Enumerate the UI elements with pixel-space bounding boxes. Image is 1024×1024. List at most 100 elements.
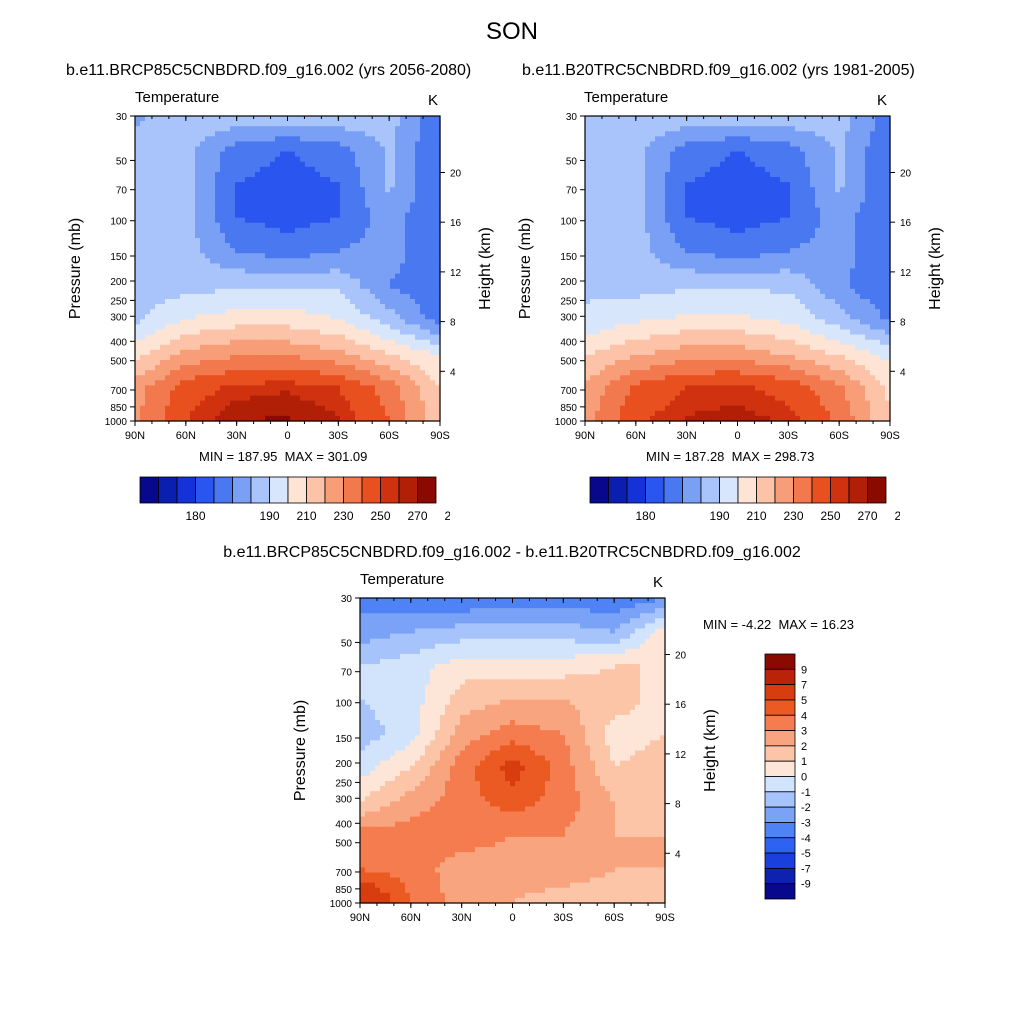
right-heatmap-cell	[615, 182, 621, 188]
right-heatmap-cell	[725, 171, 731, 178]
left-heatmap-cell	[275, 248, 281, 254]
left-heatmap-cell	[315, 192, 321, 198]
right-heatmap-cell	[635, 207, 641, 214]
left-heatmap-cell	[250, 278, 256, 285]
right-heatmap-cell	[760, 197, 766, 204]
left-heatmap-cell	[305, 182, 311, 188]
left-heatmap-cell	[220, 309, 226, 315]
left-heatmap-cell	[150, 121, 156, 127]
left-heatmap-cell	[385, 171, 391, 178]
left-heatmap-cell	[235, 299, 241, 305]
left-heatmap-cell	[375, 304, 381, 310]
right-heatmap-cell	[735, 126, 741, 132]
right-heatmap-cell	[750, 116, 756, 122]
left-heatmap-cell	[215, 166, 221, 173]
left-heatmap-cell	[340, 314, 346, 320]
left-heatmap-cell	[135, 222, 141, 229]
right-heatmap-cell	[755, 207, 761, 214]
left-heatmap-cell	[290, 339, 296, 346]
left-heatmap-cell	[340, 400, 346, 407]
right-heatmap-cell	[705, 197, 711, 204]
left-heatmap-cell	[165, 253, 171, 259]
left-heatmap-cell	[200, 370, 206, 376]
left-heatmap-cell	[245, 243, 251, 249]
left-heatmap-cell	[210, 370, 216, 376]
left-heatmap-cell	[320, 121, 326, 127]
left-heatmap-cell	[400, 319, 406, 326]
left-heatmap-cell	[225, 385, 231, 392]
left-heatmap-cell	[425, 258, 431, 265]
right-heatmap-cell	[730, 207, 736, 214]
left-heatmap-cell	[235, 273, 241, 280]
left-heatmap-cell	[300, 202, 306, 209]
left-heatmap-cell	[320, 151, 326, 158]
left-heatmap-cell	[430, 273, 436, 280]
left-heatmap-cell	[210, 156, 216, 163]
left-heatmap-cell	[390, 212, 396, 219]
left-heatmap-cell	[275, 187, 281, 193]
left-heatmap-cell	[150, 141, 156, 148]
left-heatmap-cell	[325, 263, 331, 270]
left-heatmap-cell	[400, 268, 406, 275]
left-heatmap-cell	[320, 319, 326, 326]
right-heatmap-cell	[850, 156, 856, 163]
left-heatmap-cell	[360, 177, 366, 183]
left-heatmap-cell	[235, 415, 241, 422]
left-heatmap-cell	[225, 126, 231, 132]
left-heatmap-cell	[230, 288, 236, 295]
left-heatmap-cell	[150, 202, 156, 209]
left-heatmap-cell	[275, 222, 281, 229]
left-heatmap-cell	[175, 390, 181, 397]
left-heatmap-cell	[135, 141, 141, 148]
left-heatmap-cell	[340, 151, 346, 158]
left-heatmap-cell	[275, 141, 281, 148]
left-heatmap-cell	[165, 288, 171, 295]
left-heatmap-cell	[180, 334, 186, 341]
left-heatmap-cell	[425, 151, 431, 158]
left-heatmap-cell	[310, 273, 316, 280]
left-heatmap-cell	[375, 161, 381, 168]
left-heatmap-cell	[420, 293, 426, 300]
left-heatmap-cell	[345, 207, 351, 214]
left-heatmap-cell	[260, 268, 266, 275]
left-heatmap-cell	[300, 329, 306, 336]
left-heatmap-cell	[275, 288, 281, 295]
left-heatmap-cell	[215, 319, 221, 326]
left-heatmap-cell	[265, 329, 271, 336]
left-heatmap-cell	[220, 126, 226, 132]
right-heatmap-cell	[720, 177, 726, 183]
left-heatmap-cell	[140, 263, 146, 270]
left-heatmap-cell	[430, 268, 436, 275]
left-heatmap-cell	[270, 166, 276, 173]
left-heatmap-cell	[140, 151, 146, 158]
left-heatmap-cell	[420, 354, 426, 361]
right-heatmap-cell	[640, 202, 646, 209]
left-heatmap-cell	[390, 171, 396, 178]
right-heatmap-cell	[605, 146, 611, 153]
left-heatmap-cell	[420, 415, 426, 422]
left-heatmap-cell	[225, 390, 231, 397]
left-heatmap-cell	[270, 278, 276, 285]
left-heatmap-cell	[325, 365, 331, 371]
left-heatmap-cell	[375, 141, 381, 148]
right-heatmap-cell	[815, 192, 821, 198]
left-heatmap-cell	[200, 415, 206, 422]
left-heatmap-cell	[140, 365, 146, 371]
left-heatmap-cell	[215, 232, 221, 239]
left-heatmap-cell	[400, 400, 406, 407]
left-heatmap-cell	[310, 232, 316, 239]
right-heatmap-cell	[820, 177, 826, 183]
right-heatmap-cell	[780, 177, 786, 183]
right-heatmap-cell	[630, 177, 636, 183]
left-heatmap-cell	[330, 385, 336, 392]
left-heatmap-cell	[135, 177, 141, 183]
left-heatmap-cell	[260, 304, 266, 310]
left-heatmap-cell	[150, 207, 156, 214]
left-heatmap-cell	[155, 126, 161, 132]
right-heatmap-cell	[705, 161, 711, 168]
left-heatmap-cell	[355, 410, 361, 417]
right-heatmap-cell	[770, 156, 776, 163]
left-heatmap-cell	[305, 171, 311, 178]
left-heatmap-cell	[295, 212, 301, 219]
left-heatmap-cell	[370, 243, 376, 249]
